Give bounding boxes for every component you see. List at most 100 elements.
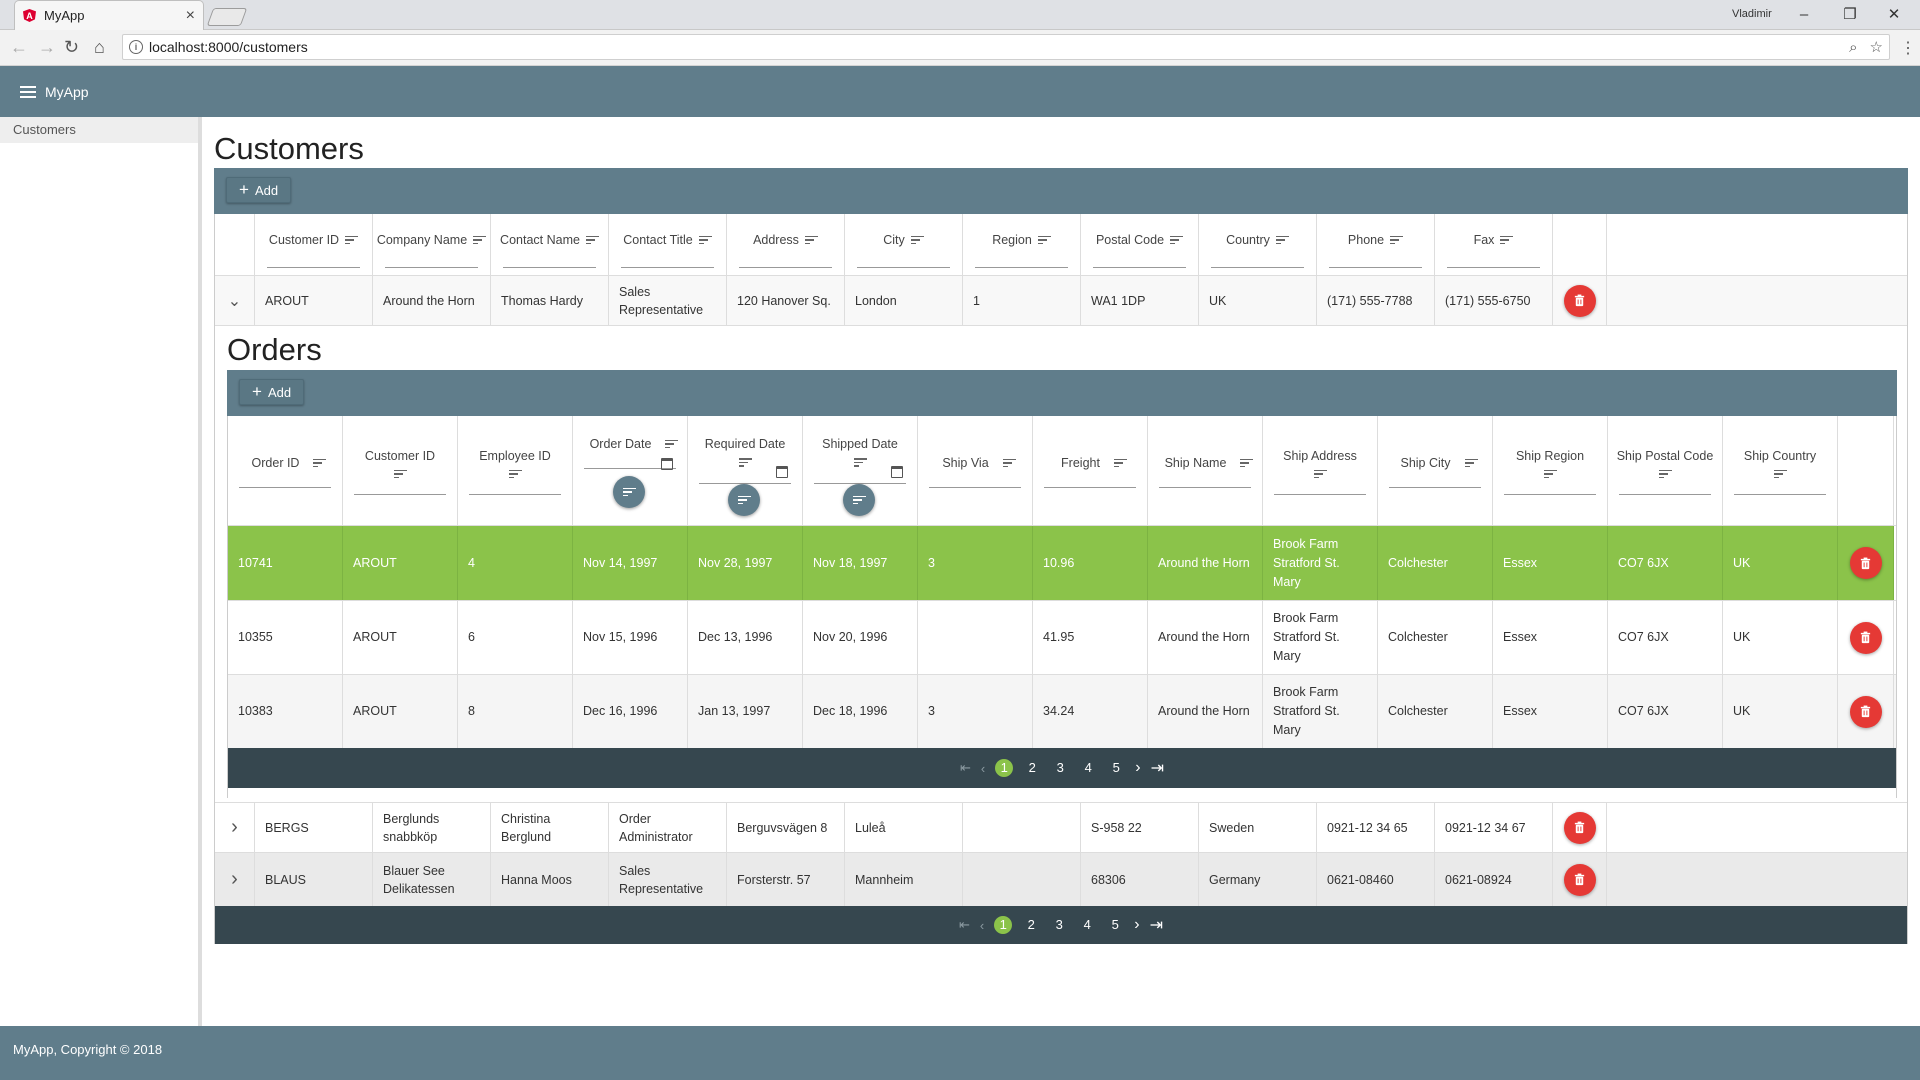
filter-input[interactable] <box>384 267 479 268</box>
column-header[interactable]: Postal Code <box>1081 214 1199 275</box>
sort-icon[interactable] <box>852 494 866 507</box>
reload-icon[interactable]: ↻ <box>64 37 80 57</box>
filter-input[interactable] <box>584 468 676 469</box>
menu-icon[interactable] <box>20 83 36 101</box>
filter-input[interactable] <box>1274 494 1366 496</box>
bookmark-star-icon[interactable]: ☆ <box>1869 39 1883 56</box>
sort-icon[interactable] <box>1275 234 1289 247</box>
column-header[interactable]: Phone <box>1317 214 1435 275</box>
browser-menu-icon[interactable]: ⋮ <box>1900 40 1916 57</box>
zoom-icon[interactable]: ⌕ <box>1849 38 1858 56</box>
sort-icon[interactable] <box>1002 457 1016 470</box>
column-header[interactable]: City <box>845 214 963 275</box>
column-header[interactable]: Contact Title <box>609 214 727 275</box>
url-text[interactable]: localhost:8000/customers <box>149 39 308 55</box>
page-number[interactable]: 4 <box>1083 917 1091 932</box>
actions-cell[interactable] <box>1838 601 1894 674</box>
sort-icon[interactable] <box>1313 468 1327 481</box>
profile-name[interactable]: Vladimir <box>1732 8 1772 20</box>
back-icon[interactable]: ← <box>10 37 28 57</box>
filter-input[interactable] <box>1734 494 1826 496</box>
first-page-icon[interactable]: ⇤ <box>960 760 971 775</box>
sort-icon[interactable] <box>1658 468 1672 481</box>
sort-icon[interactable] <box>313 457 327 470</box>
filter-input[interactable] <box>1389 487 1481 488</box>
last-page-icon[interactable]: ⇥ <box>1149 917 1163 934</box>
new-tab-button[interactable] <box>206 8 248 26</box>
column-header[interactable]: Fax <box>1435 214 1553 275</box>
sort-icon[interactable] <box>1113 457 1127 470</box>
page-number[interactable]: 2 <box>1027 917 1035 932</box>
actions-cell[interactable] <box>1838 526 1894 600</box>
calendar-icon[interactable] <box>891 466 903 478</box>
page-number[interactable]: 1 <box>995 759 1014 777</box>
sort-icon[interactable] <box>508 468 522 481</box>
minimize-icon[interactable]: – <box>1799 6 1809 23</box>
add-customer-button[interactable]: + Add <box>226 177 292 203</box>
filter-input[interactable] <box>469 494 561 496</box>
column-header[interactable]: Ship Country <box>1723 416 1838 525</box>
forward-icon[interactable]: → <box>38 37 56 57</box>
filter-input[interactable] <box>699 482 791 484</box>
delete-button[interactable] <box>1563 811 1596 844</box>
sort-icon[interactable] <box>1500 234 1514 247</box>
expand-toggle[interactable]: › <box>215 803 255 852</box>
page-number[interactable]: 2 <box>1028 760 1036 775</box>
actions-cell[interactable] <box>1553 853 1607 906</box>
table-row[interactable]: 10355 AROUT 6 Nov 15, 1996 Dec 13, 1996 Nov 2… <box>228 600 1896 674</box>
sort-icon[interactable] <box>393 468 407 481</box>
sort-icon[interactable] <box>1240 457 1254 470</box>
filter-input[interactable] <box>266 267 361 268</box>
filter-button[interactable] <box>843 484 875 516</box>
table-row[interactable]: › BERGS Berglunds snabbköp Christina Berglu… <box>215 802 1907 852</box>
chevron-right-icon[interactable]: › <box>231 816 238 838</box>
chevron-down-icon[interactable]: ⌄ <box>227 292 242 310</box>
page-number[interactable]: 3 <box>1055 917 1063 932</box>
column-header[interactable]: Order ID <box>228 416 343 525</box>
delete-button[interactable] <box>1563 863 1596 896</box>
sort-icon[interactable] <box>1464 457 1478 470</box>
sort-icon[interactable] <box>804 234 818 247</box>
column-header[interactable]: Order Date <box>573 416 688 525</box>
filter-input[interactable] <box>1210 267 1305 268</box>
column-header[interactable]: Company Name <box>373 214 491 275</box>
expand-toggle[interactable]: › <box>215 853 255 906</box>
column-header[interactable]: Ship Address <box>1263 416 1378 525</box>
info-icon[interactable]: i <box>129 40 143 54</box>
column-header[interactable]: Address <box>727 214 845 275</box>
delete-button[interactable] <box>1563 284 1596 317</box>
sort-icon[interactable] <box>1170 234 1184 247</box>
previous-page-icon[interactable]: ‹ <box>979 917 985 933</box>
column-header[interactable]: Required Date <box>688 416 803 525</box>
delete-button[interactable] <box>1849 695 1882 728</box>
filter-button[interactable] <box>613 476 645 508</box>
previous-page-icon[interactable]: ‹ <box>980 760 986 776</box>
filter-input[interactable] <box>856 267 951 268</box>
column-header[interactable]: Ship Postal Code <box>1608 416 1723 525</box>
filter-input[interactable] <box>620 267 715 268</box>
column-header[interactable]: Ship Name <box>1148 416 1263 525</box>
first-page-icon[interactable]: ⇤ <box>959 917 970 932</box>
sort-icon[interactable] <box>1773 468 1787 481</box>
sort-icon[interactable] <box>345 234 359 247</box>
sort-icon[interactable] <box>853 456 867 469</box>
sort-icon[interactable] <box>910 234 924 247</box>
filter-button[interactable] <box>728 484 760 516</box>
filter-input[interactable] <box>1044 487 1136 488</box>
calendar-icon[interactable] <box>776 466 788 478</box>
column-header[interactable]: Customer ID <box>343 416 458 525</box>
sort-icon[interactable] <box>1543 468 1557 481</box>
filter-input[interactable] <box>814 482 906 484</box>
column-header[interactable]: Country <box>1199 214 1317 275</box>
column-header[interactable]: Freight <box>1033 416 1148 525</box>
calendar-icon[interactable] <box>661 458 673 470</box>
page-number[interactable]: 5 <box>1112 760 1120 775</box>
column-header[interactable]: Ship City <box>1378 416 1493 525</box>
delete-button[interactable] <box>1849 621 1882 654</box>
table-row[interactable]: 10741 AROUT 4 Nov 14, 1997 Nov 28, 1997 Nov 1… <box>228 526 1896 600</box>
sort-icon[interactable] <box>622 486 636 499</box>
filter-input[interactable] <box>502 267 597 268</box>
expand-toggle[interactable]: ⌄ <box>215 276 255 325</box>
add-order-button[interactable]: + Add <box>239 379 305 405</box>
close-window-icon[interactable]: ✕ <box>1887 6 1901 23</box>
